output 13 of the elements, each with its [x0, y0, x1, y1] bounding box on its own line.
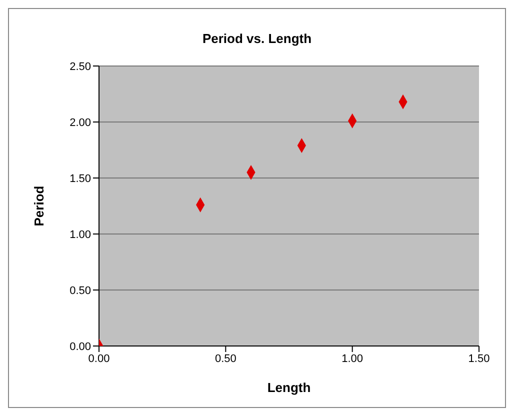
x-tick-label: 1.50	[468, 352, 490, 365]
chart-title: Period vs. Length	[201, 31, 313, 46]
y-tick-label: 0.00	[70, 340, 91, 353]
y-tick-label: 2.00	[70, 116, 91, 129]
y-axis-title: Period	[32, 186, 47, 226]
x-tick-label: 1.00	[342, 352, 364, 365]
x-tick-label: 0.50	[214, 352, 236, 365]
y-tick-label: 0.50	[70, 284, 91, 297]
y-tick-label: 1.00	[70, 228, 91, 241]
x-axis-title: Length	[267, 380, 311, 395]
y-tick-label: 2.50	[70, 60, 91, 73]
x-tick-label: 0.00	[88, 352, 110, 365]
y-tick-label: 1.50	[70, 172, 91, 185]
